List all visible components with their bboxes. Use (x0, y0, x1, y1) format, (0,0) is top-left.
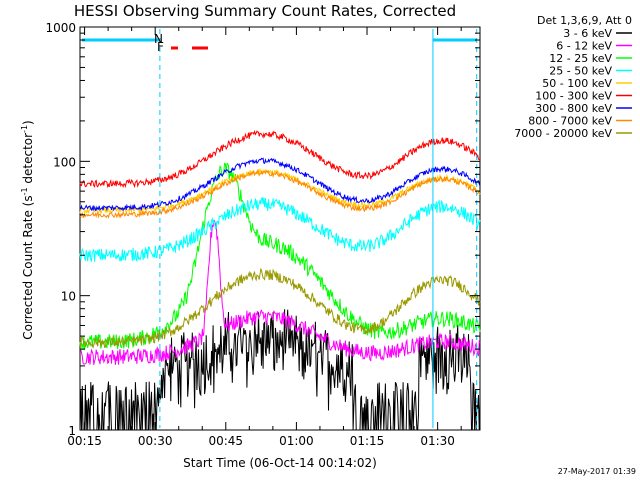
legend-label-0: 3 - 6 keV (563, 27, 612, 40)
series-line-6 (79, 157, 481, 212)
chart-title: HESSI Observing Summary Count Rates, Cor… (74, 2, 456, 20)
plot-frame (79, 26, 481, 431)
x-tick-label-1: 00:30 (138, 434, 173, 448)
y-axis-label-sup2: -1 (20, 125, 29, 133)
x-tick-label-0: 00:15 (67, 434, 102, 448)
legend-label-1: 6 - 12 keV (556, 40, 612, 53)
annotation-f: F (157, 40, 164, 54)
y-tick-label-3: 1000 (45, 21, 76, 35)
plot-area: NF 00:15 00:30 00:45 01:00 01:15 01:30 1 10 100 1… (45, 21, 481, 448)
y-axis-label: Corrected Count Rate (s-1 detector-1) (20, 120, 35, 339)
series-line-1 (79, 219, 481, 365)
legend-label-7: 800 - 7000 keV (528, 115, 612, 128)
series-line-2 (79, 162, 481, 351)
series-line-0 (79, 309, 481, 431)
y-axis-label-main: Corrected Count Rate (s (21, 195, 35, 339)
legend-label-3: 25 - 50 keV (549, 65, 612, 78)
series-line-5 (79, 129, 481, 189)
series-line-8 (79, 267, 481, 350)
legend-label-5: 100 - 300 keV (535, 90, 612, 103)
x-tick-label-3: 01:00 (279, 434, 314, 448)
legend-label-6: 300 - 800 keV (535, 102, 612, 115)
series-line-3 (79, 197, 481, 263)
y-axis-label-mid: detector (21, 133, 35, 188)
x-tick-label-4: 01:15 (350, 434, 385, 448)
y-tick-label-1: 10 (61, 290, 76, 304)
legend-label-4: 50 - 100 keV (542, 77, 612, 90)
legend-label-8: 7000 - 20000 keV (514, 127, 612, 140)
tick-layer: 00:15 00:30 00:45 01:00 01:15 01:30 1 10 100 1000 (45, 21, 480, 448)
marker-layer (82, 29, 478, 428)
series-layer (79, 129, 481, 431)
y-tick-label-0: 1 (68, 424, 76, 438)
legend-label-2: 12 - 25 keV (549, 52, 612, 65)
x-tick-label-2: 00:45 (208, 434, 243, 448)
series-line-7 (79, 169, 481, 219)
x-axis-label: Start Time (06-Oct-14 00:14:02) (183, 456, 377, 470)
annotation-n: N (154, 32, 163, 46)
x-tick-label-5: 01:30 (420, 434, 455, 448)
timestamp: 27-May-2017 01:39 (558, 467, 636, 476)
annotation-layer: NF (154, 32, 208, 54)
y-axis-label-sup1: -1 (20, 187, 29, 195)
y-tick-label-2: 100 (53, 155, 76, 169)
legend-title: Det 1,3,6,9, Att 0 (537, 14, 632, 27)
y-axis-label-end: ) (21, 120, 35, 125)
